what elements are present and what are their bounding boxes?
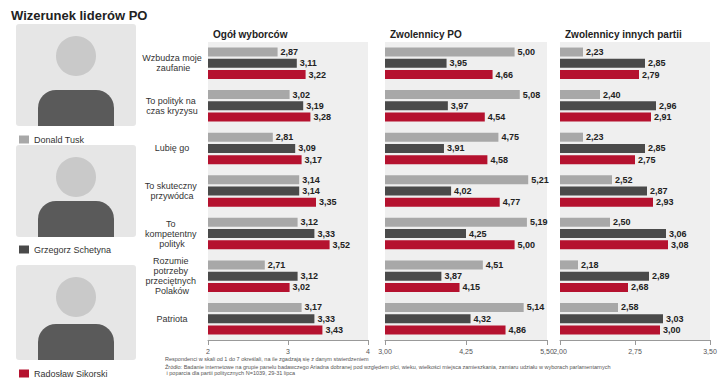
svg-text:2,87: 2,87 xyxy=(281,47,299,57)
svg-text:2,81: 2,81 xyxy=(276,132,294,142)
svg-text:2,85: 2,85 xyxy=(648,58,666,68)
svg-text:3,17: 3,17 xyxy=(305,155,323,165)
svg-text:2,93: 2,93 xyxy=(656,197,674,207)
svg-text:3,03: 3,03 xyxy=(666,314,684,324)
svg-text:zaufanie: zaufanie xyxy=(154,63,191,73)
svg-text:2,18: 2,18 xyxy=(581,260,599,270)
svg-text:3,97: 3,97 xyxy=(451,101,469,111)
svg-text:Rozumie: Rozumie xyxy=(153,256,191,266)
svg-text:Wzbudza moje: Wzbudza moje xyxy=(142,53,202,63)
svg-text:2,85: 2,85 xyxy=(648,143,666,153)
svg-text:Lubię go: Lubię go xyxy=(155,143,190,153)
svg-text:4,86: 4,86 xyxy=(509,325,527,335)
svg-text:2,89: 2,89 xyxy=(652,271,670,281)
svg-text:To skuteczny: To skuteczny xyxy=(145,181,200,191)
svg-text:2,40: 2,40 xyxy=(603,90,621,100)
svg-text:Donald Tusk: Donald Tusk xyxy=(34,135,85,145)
svg-text:3,52: 3,52 xyxy=(333,240,351,250)
svg-text:3,87: 3,87 xyxy=(444,271,462,281)
svg-text:3,33: 3,33 xyxy=(317,229,335,239)
svg-text:5,00: 5,00 xyxy=(518,47,536,57)
svg-text:Zwolennicy PO: Zwolennicy PO xyxy=(390,29,462,40)
svg-text:5,00: 5,00 xyxy=(518,240,536,250)
svg-text:potrzeby: potrzeby xyxy=(153,266,190,276)
svg-text:4,15: 4,15 xyxy=(463,282,481,292)
svg-text:2,79: 2,79 xyxy=(642,70,660,80)
svg-text:3,06: 3,06 xyxy=(669,229,687,239)
svg-text:3,33: 3,33 xyxy=(317,314,335,324)
svg-text:2,75: 2,75 xyxy=(628,348,642,355)
svg-text:2,75: 2,75 xyxy=(638,155,656,165)
svg-text:3,14: 3,14 xyxy=(302,175,320,185)
svg-text:Ogół wyborców: Ogół wyborców xyxy=(213,29,288,40)
svg-text:5,21: 5,21 xyxy=(531,175,549,185)
svg-text:Polaków: Polaków xyxy=(155,286,190,296)
svg-text:3,00: 3,00 xyxy=(378,348,392,355)
svg-text:3,08: 3,08 xyxy=(671,240,689,250)
svg-text:Wizerunek liderów PO: Wizerunek liderów PO xyxy=(11,8,147,23)
svg-text:2,00: 2,00 xyxy=(553,348,567,355)
svg-text:2,96: 2,96 xyxy=(659,101,677,111)
svg-text:2: 2 xyxy=(206,348,210,355)
svg-text:kompetentny: kompetentny xyxy=(145,229,199,239)
svg-text:2,23: 2,23 xyxy=(586,132,604,142)
svg-text:4: 4 xyxy=(366,348,370,355)
svg-text:2,50: 2,50 xyxy=(613,217,631,227)
svg-text:Źródło: Badanie internetowe na: Źródło: Badanie internetowe na grupie pa… xyxy=(165,364,611,370)
svg-text:3,02: 3,02 xyxy=(293,90,311,100)
svg-text:3,14: 3,14 xyxy=(302,186,320,196)
svg-text:3,12: 3,12 xyxy=(301,217,319,227)
svg-text:4,75: 4,75 xyxy=(501,132,519,142)
svg-text:3,12: 3,12 xyxy=(301,271,319,281)
svg-text:4,02: 4,02 xyxy=(454,186,472,196)
svg-text:5,50: 5,50 xyxy=(540,348,554,355)
svg-text:2,87: 2,87 xyxy=(650,186,668,196)
svg-text:3,17: 3,17 xyxy=(305,302,323,312)
svg-text:3,43: 3,43 xyxy=(325,325,343,335)
svg-text:2,91: 2,91 xyxy=(654,112,672,122)
svg-text:Respondenci w skali od 1 do 7: Respondenci w skali od 1 do 7 określali,… xyxy=(165,356,369,362)
svg-text:4,51: 4,51 xyxy=(486,260,504,270)
svg-text:To polityk na: To polityk na xyxy=(146,96,199,106)
svg-text:2,52: 2,52 xyxy=(615,175,633,185)
svg-text:czas kryzysu: czas kryzysu xyxy=(146,106,198,116)
svg-text:Grzegorz Schetyna: Grzegorz Schetyna xyxy=(34,245,111,255)
svg-text:3,02: 3,02 xyxy=(293,282,311,292)
svg-text:3,00: 3,00 xyxy=(663,325,681,335)
svg-text:Radosław Sikorski: Radosław Sikorski xyxy=(34,369,108,379)
svg-text:5,19: 5,19 xyxy=(530,217,548,227)
svg-text:4,77: 4,77 xyxy=(503,197,521,207)
svg-text:4,25: 4,25 xyxy=(459,348,473,355)
svg-text:2,23: 2,23 xyxy=(586,47,604,57)
svg-text:Zwolennicy innych partii: Zwolennicy innych partii xyxy=(565,29,682,40)
svg-text:i poparcia dla partii politycz: i poparcia dla partii politycznych N=103… xyxy=(165,370,296,376)
svg-text:2,58: 2,58 xyxy=(621,302,639,312)
svg-text:4,54: 4,54 xyxy=(488,112,506,122)
svg-text:To: To xyxy=(166,219,178,229)
svg-text:3,22: 3,22 xyxy=(309,70,327,80)
svg-text:2,68: 2,68 xyxy=(631,282,649,292)
svg-text:5,08: 5,08 xyxy=(523,90,541,100)
svg-text:2,71: 2,71 xyxy=(268,260,286,270)
svg-text:4,58: 4,58 xyxy=(490,155,508,165)
svg-text:3,35: 3,35 xyxy=(319,197,337,207)
svg-text:5,14: 5,14 xyxy=(527,302,545,312)
svg-text:3,91: 3,91 xyxy=(447,143,465,153)
svg-text:przeciętnych: przeciętnych xyxy=(145,276,198,286)
svg-text:3,50: 3,50 xyxy=(703,348,717,355)
svg-text:3,95: 3,95 xyxy=(450,58,468,68)
svg-text:3,28: 3,28 xyxy=(313,112,331,122)
svg-text:Patriota: Patriota xyxy=(156,314,187,324)
svg-text:4,25: 4,25 xyxy=(469,229,487,239)
svg-text:3,19: 3,19 xyxy=(306,101,324,111)
svg-text:3,11: 3,11 xyxy=(300,58,317,68)
svg-text:4,66: 4,66 xyxy=(496,70,514,80)
svg-text:przywódca: przywódca xyxy=(150,191,193,201)
svg-text:polityk: polityk xyxy=(159,239,185,249)
svg-text:3,09: 3,09 xyxy=(298,143,316,153)
svg-text:3: 3 xyxy=(286,348,290,355)
svg-text:4,32: 4,32 xyxy=(474,314,492,324)
